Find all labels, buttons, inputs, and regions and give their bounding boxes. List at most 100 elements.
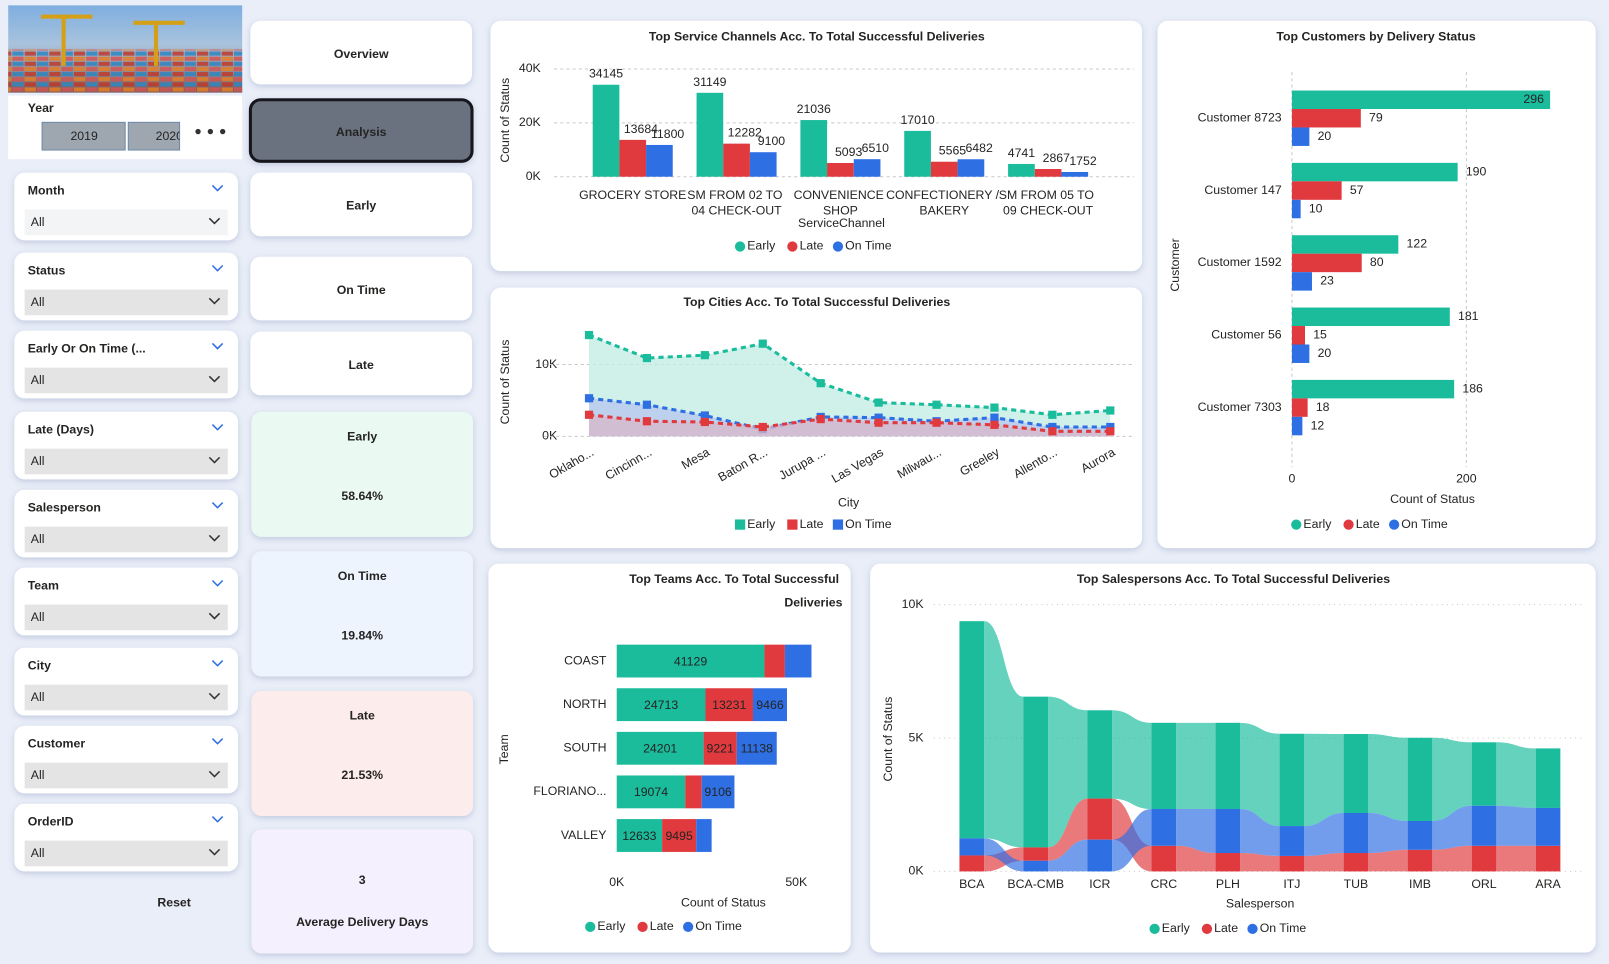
chevron-icon xyxy=(211,184,224,192)
legend-label: Late xyxy=(800,517,824,531)
chevron-icon xyxy=(208,217,221,225)
data-label: 24201 xyxy=(643,742,677,756)
chart-title: Top Salespersons Acc. To Total Successfu… xyxy=(1077,572,1390,586)
filter-label: Late (Days) xyxy=(28,422,94,436)
chevron-icon xyxy=(211,423,224,431)
filter-dropdown[interactable] xyxy=(24,762,228,789)
line xyxy=(588,396,1111,431)
line xyxy=(588,413,1111,433)
bar xyxy=(662,819,697,852)
data-label: 13231 xyxy=(712,698,746,712)
bar xyxy=(1291,108,1361,128)
bar xyxy=(959,855,985,872)
bar xyxy=(1034,168,1062,177)
x-tick-label: TUB xyxy=(1344,877,1369,891)
kpi-value: 58.64% xyxy=(341,489,383,503)
legend-swatch xyxy=(734,519,746,530)
point xyxy=(990,403,999,412)
filter-dropdown[interactable] xyxy=(24,526,228,553)
ribbon xyxy=(1368,734,1408,821)
kpi-label: Late xyxy=(350,709,375,723)
legend-swatch xyxy=(1343,519,1354,530)
line xyxy=(588,333,1111,417)
point xyxy=(816,414,825,424)
chevron-icon xyxy=(211,815,224,823)
y-tick-label: COAST xyxy=(564,653,607,667)
bar xyxy=(1291,199,1301,219)
bar xyxy=(1291,235,1399,254)
point xyxy=(700,417,709,427)
point xyxy=(700,411,709,420)
chart-title: Top Customers by Delivery Status xyxy=(1276,29,1475,43)
x-axis-title: Salesperson xyxy=(1226,897,1295,911)
bar xyxy=(685,775,702,809)
bar xyxy=(1291,416,1303,436)
nav-button[interactable] xyxy=(250,256,473,321)
data-label: 15 xyxy=(1313,328,1327,342)
x-tick-label: BCA-CMB xyxy=(1007,877,1064,891)
legend-label: Early xyxy=(597,919,626,933)
year-button[interactable] xyxy=(127,121,181,151)
y-axis-title: Team xyxy=(497,734,511,764)
y-axis-title: Count of Status xyxy=(498,340,512,425)
point xyxy=(932,400,941,409)
nav-label: Analysis xyxy=(336,125,387,139)
bar xyxy=(1151,722,1177,809)
y-axis-title: Customer xyxy=(1168,238,1182,291)
bar xyxy=(1215,722,1241,809)
bar xyxy=(1535,807,1561,846)
bar xyxy=(827,163,854,177)
more-icon[interactable] xyxy=(195,128,201,135)
filter-label: Customer xyxy=(28,736,86,750)
ribbon xyxy=(1240,808,1280,856)
bar xyxy=(930,161,958,177)
point xyxy=(1048,427,1057,436)
chart-title: Top Cities Acc. To Total Successful Deli… xyxy=(683,295,950,309)
ribbon xyxy=(1368,812,1408,854)
nav-button[interactable] xyxy=(250,331,473,396)
bar xyxy=(1291,162,1458,182)
nav-label: Late xyxy=(349,358,374,372)
nav-button[interactable] xyxy=(250,20,473,85)
data-label: 9466 xyxy=(756,698,784,712)
filter-dropdown[interactable] xyxy=(24,684,228,711)
bar xyxy=(1407,849,1433,872)
point xyxy=(1106,427,1115,436)
filter-dropdown[interactable] xyxy=(24,367,228,394)
more-icon[interactable] xyxy=(220,128,226,135)
filter-value: All xyxy=(31,610,45,624)
year-button[interactable] xyxy=(41,121,126,151)
ribbon xyxy=(1304,733,1344,827)
ribbon xyxy=(1496,805,1536,846)
filter-dropdown[interactable] xyxy=(24,840,228,867)
reset-button[interactable]: Reset xyxy=(157,895,191,909)
bar xyxy=(616,731,704,765)
bar xyxy=(1215,808,1241,854)
more-icon[interactable] xyxy=(207,128,214,135)
filter-dropdown[interactable] xyxy=(24,209,228,236)
bar xyxy=(1535,748,1561,808)
bar xyxy=(784,644,812,678)
bar xyxy=(1061,172,1089,177)
filter-value: All xyxy=(31,532,45,546)
bar xyxy=(736,731,777,765)
data-label: 190 xyxy=(1466,164,1487,178)
filter-value: All xyxy=(31,215,45,229)
x-tick-label: 0 xyxy=(1288,472,1295,486)
bar xyxy=(696,92,724,177)
filter-dropdown[interactable] xyxy=(24,604,228,631)
filter-dropdown[interactable] xyxy=(24,289,228,316)
bar xyxy=(752,688,787,722)
filter-value: All xyxy=(31,690,45,704)
chart-title: Top Teams Acc. To Total Successful Deliv… xyxy=(629,572,842,610)
bar xyxy=(1291,272,1312,291)
filter-value: All xyxy=(31,454,45,468)
kpi-card xyxy=(251,411,474,537)
point xyxy=(874,398,883,407)
nav-button[interactable] xyxy=(248,98,474,163)
data-label: 17010 xyxy=(900,113,934,127)
bar xyxy=(1023,860,1049,872)
filter-dropdown[interactable] xyxy=(24,448,228,475)
legend-swatch xyxy=(1388,519,1400,530)
nav-button[interactable] xyxy=(250,172,473,237)
